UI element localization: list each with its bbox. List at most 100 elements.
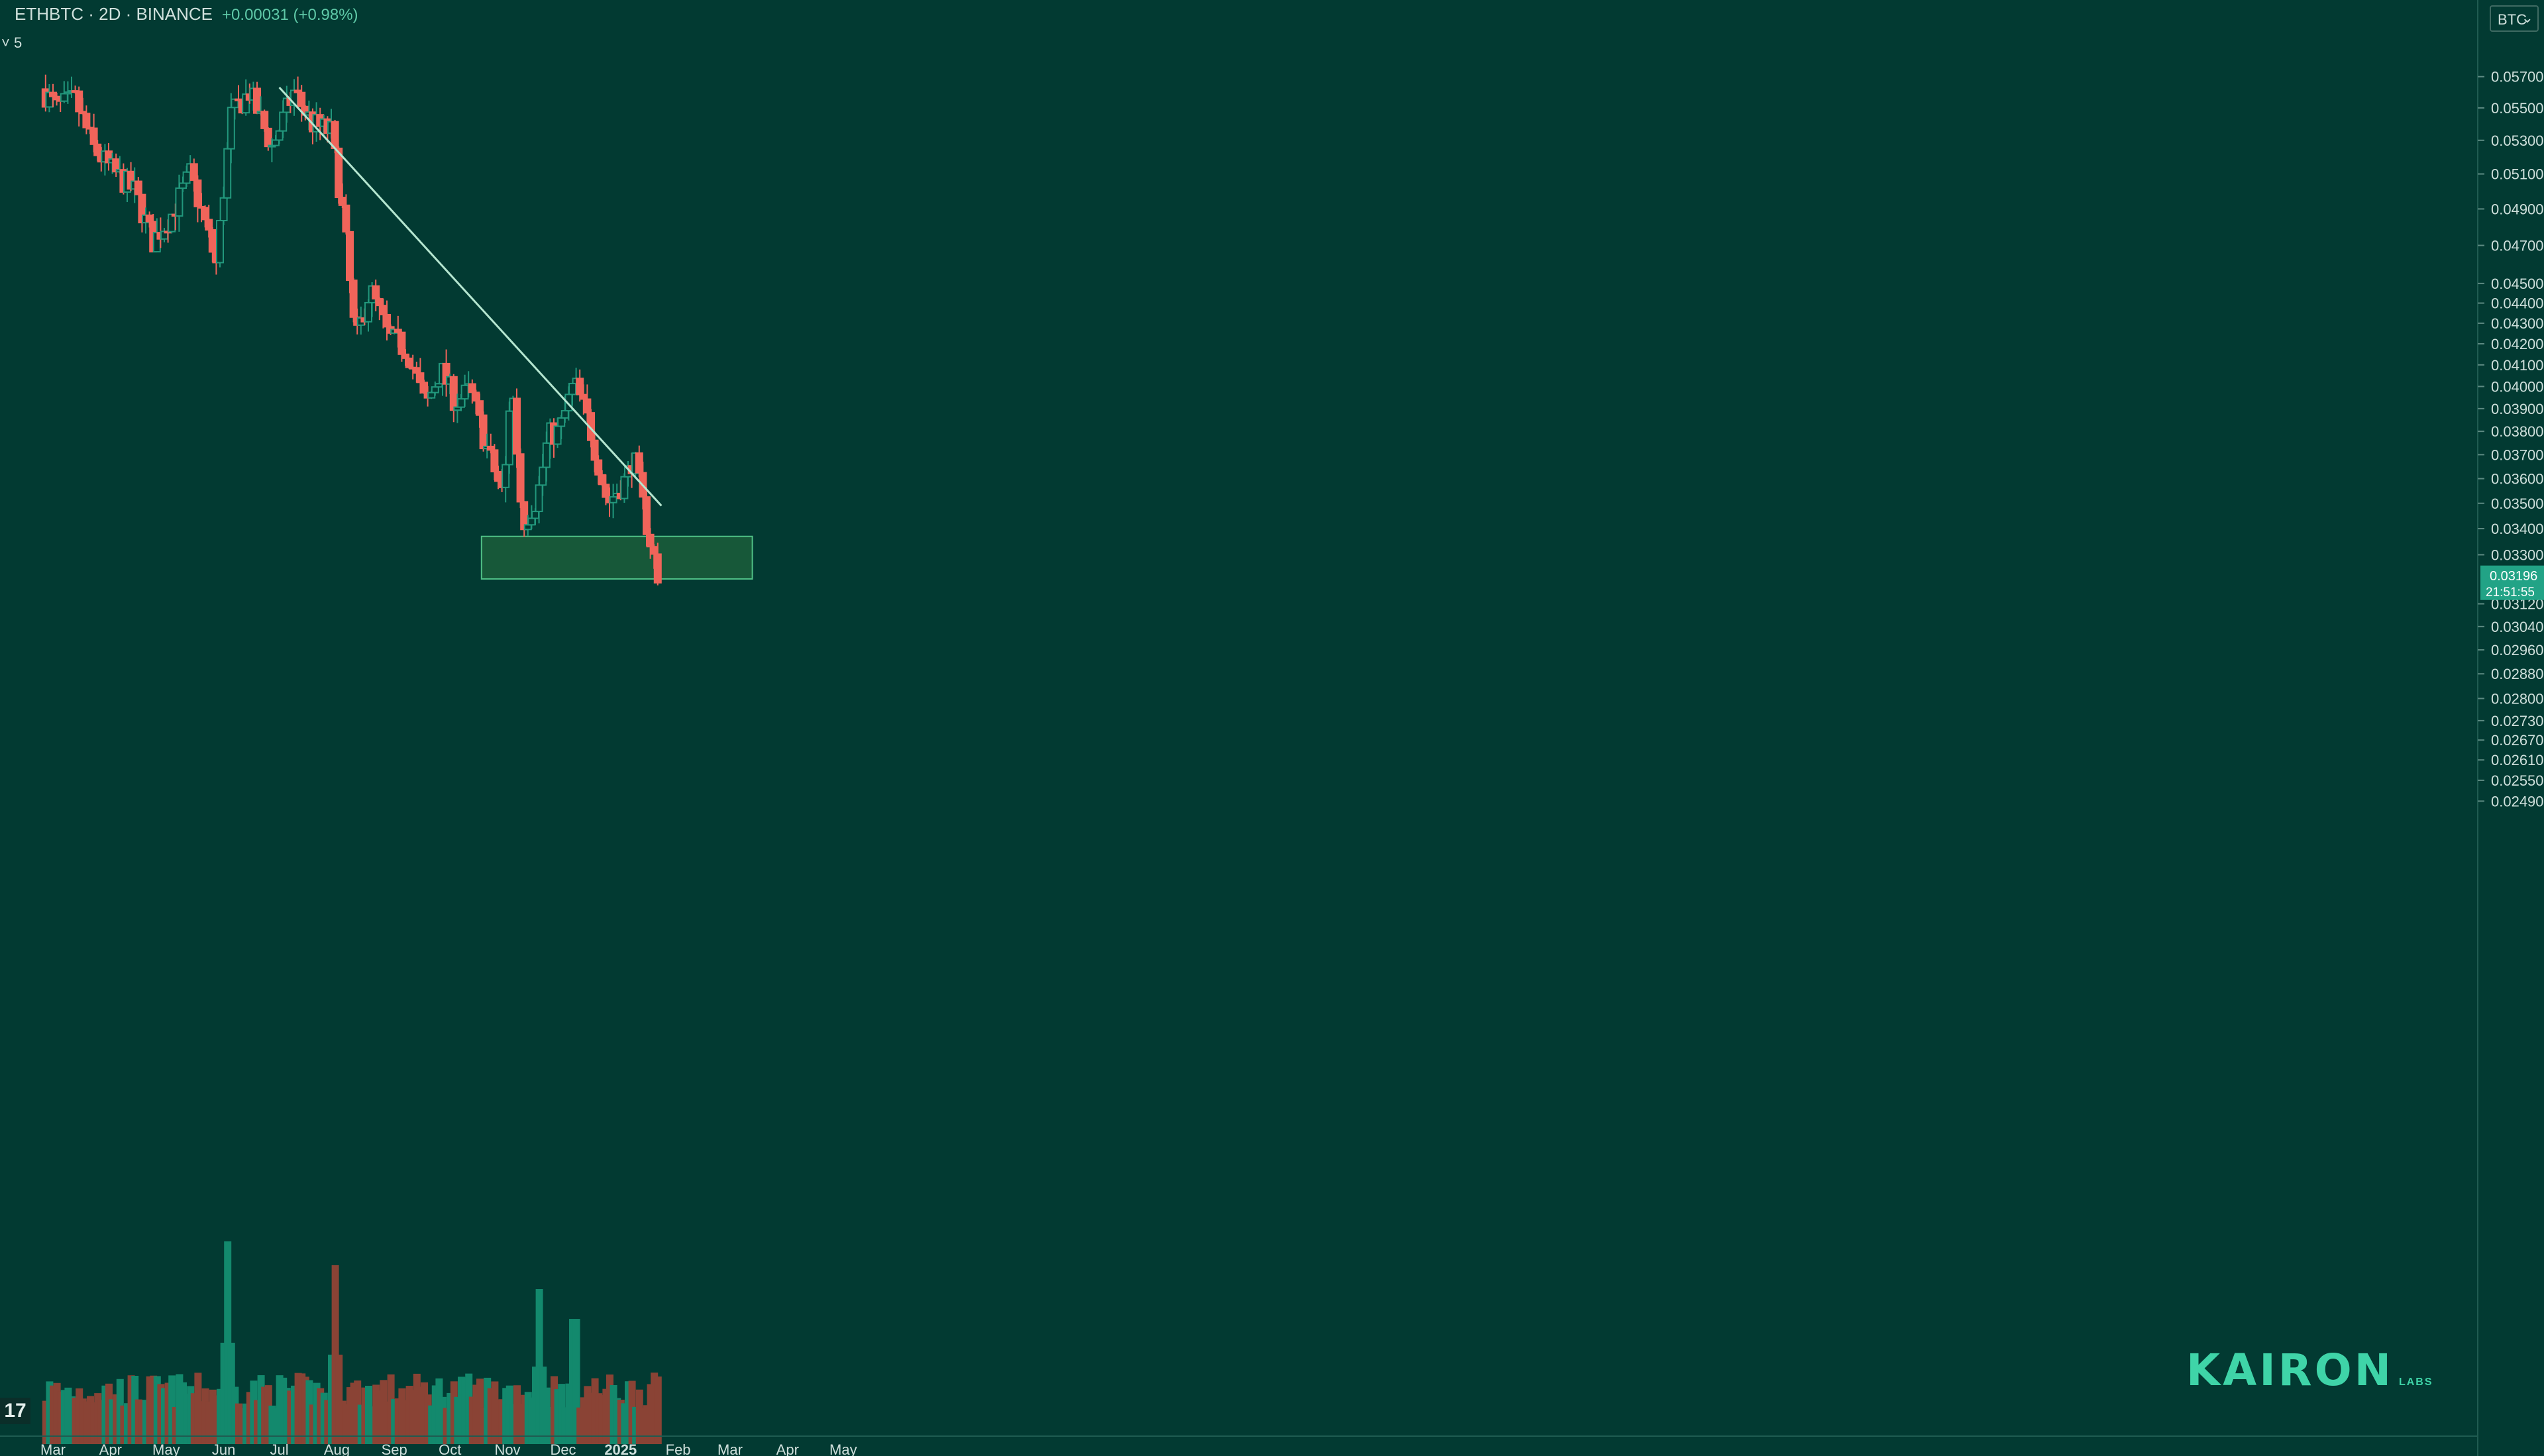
price-tick-label: 0.02670 <box>2491 732 2544 749</box>
volume-bar <box>617 1400 625 1444</box>
price-tick-label: 0.04900 <box>2491 201 2544 217</box>
candle-body <box>379 305 388 315</box>
volume-bar <box>168 1375 176 1444</box>
time-tick-label: Apr <box>776 1441 799 1456</box>
time-axis[interactable]: Mar Apr May Jun Jul Aug Sep Oct Nov Dec 2025 Feb Mar… <box>0 1435 2478 1456</box>
volume-bar <box>46 1381 54 1444</box>
price-badge-bg <box>2480 565 2544 600</box>
volume-bar <box>357 1404 365 1444</box>
time-tick-label: Jun <box>212 1441 235 1456</box>
volume-bar <box>613 1398 621 1444</box>
volume-bar <box>76 1388 83 1444</box>
price-change: +0.00031 (+0.98%) <box>222 6 358 24</box>
downtrend-line <box>278 87 662 507</box>
price-tick-label: 0.03400 <box>2491 521 2544 537</box>
price-tick-label: 0.03600 <box>2491 471 2544 488</box>
candle-body <box>427 391 436 399</box>
candle-body <box>535 484 543 513</box>
volume-bar <box>417 1386 425 1444</box>
candle-body <box>650 546 659 555</box>
volume-bar <box>50 1385 57 1444</box>
volume-bar <box>509 1404 517 1444</box>
volume-bar <box>505 1385 513 1444</box>
candle-body <box>594 459 603 476</box>
candle-body <box>168 213 176 233</box>
volume-bar <box>328 1355 335 1444</box>
candle-body <box>576 378 584 395</box>
volume-bar <box>461 1377 469 1444</box>
candle-body <box>372 285 380 300</box>
volume-bar <box>361 1387 369 1444</box>
kairon-logo: KAIRON LABS <box>2186 1345 2433 1396</box>
candle-body <box>272 139 280 146</box>
collapse-indicator[interactable]: ˅ 5 <box>1 34 23 51</box>
price-tick-label: 0.05500 <box>2491 100 2544 117</box>
price-tick-label: 0.02550 <box>2491 772 2544 789</box>
volume-bar <box>187 1386 195 1444</box>
time-tick-label: Jul <box>270 1441 289 1456</box>
volume-bar <box>294 1373 302 1444</box>
volume-bar <box>346 1387 354 1444</box>
volume-bar <box>124 1403 131 1444</box>
currency-selector[interactable]: BTC ⌄ <box>2490 5 2539 32</box>
time-tick-label: Feb <box>666 1441 691 1456</box>
volume-bar <box>421 1382 428 1444</box>
volume-bar <box>280 1377 288 1444</box>
candle-body <box>527 517 536 526</box>
volume-bar <box>450 1381 458 1444</box>
volume-bar <box>384 1401 391 1444</box>
volume-bar <box>201 1388 209 1444</box>
candle-body <box>598 474 606 486</box>
volume-bar <box>413 1373 421 1444</box>
volume-bar <box>235 1403 242 1444</box>
volume-bar <box>64 1387 72 1444</box>
time-tick-label: Mar <box>40 1441 66 1456</box>
volume-bar <box>580 1397 588 1444</box>
candle-body <box>331 121 339 149</box>
volume-bar <box>551 1376 558 1444</box>
volume-bar <box>150 1375 158 1444</box>
candle-body <box>646 533 655 548</box>
volume-bar <box>57 1391 65 1444</box>
volume-bar <box>443 1408 450 1444</box>
volume-bar <box>172 1406 180 1444</box>
candle-body <box>297 91 306 107</box>
time-tick-label: Apr <box>99 1441 122 1456</box>
volume-bar <box>595 1393 603 1444</box>
volume-bar <box>380 1380 388 1444</box>
volume-bar <box>231 1386 239 1444</box>
candle-body <box>539 466 547 486</box>
volume-bar <box>320 1392 328 1444</box>
volume-bar <box>487 1388 495 1444</box>
candle-body <box>457 398 465 408</box>
volume-bar <box>558 1384 566 1444</box>
candle-body <box>405 357 413 368</box>
volume-bar <box>153 1376 161 1444</box>
volume-bar <box>387 1374 395 1444</box>
candle-body <box>579 393 588 400</box>
candle-body <box>89 127 98 145</box>
price-tick-label: 0.03040 <box>2491 619 2544 635</box>
candle-body <box>398 331 406 355</box>
candle-body <box>635 452 643 474</box>
volume-bar <box>439 1396 447 1444</box>
price-axis[interactable]: 0.05700 0.05500 0.05300 0.05100 0.04900 0.047… <box>2477 0 2544 1456</box>
volume-bar <box>53 1382 61 1444</box>
volume-bar <box>547 1406 555 1444</box>
volume-bar <box>246 1392 254 1444</box>
volume-bar <box>180 1382 187 1444</box>
volume-bar <box>517 1404 525 1444</box>
volume-bar <box>535 1289 543 1444</box>
volume-bar <box>101 1385 109 1444</box>
candle-body <box>223 148 232 199</box>
volume-bar <box>205 1401 213 1444</box>
volume-bar <box>257 1375 265 1444</box>
volume-bar <box>561 1407 569 1444</box>
volume-bar <box>272 1408 280 1444</box>
tradingview-logo: 17 <box>0 1398 30 1424</box>
candle-body <box>653 553 662 584</box>
candle-body <box>449 376 458 411</box>
chevron-down-icon: ⌄ <box>2521 9 2533 26</box>
